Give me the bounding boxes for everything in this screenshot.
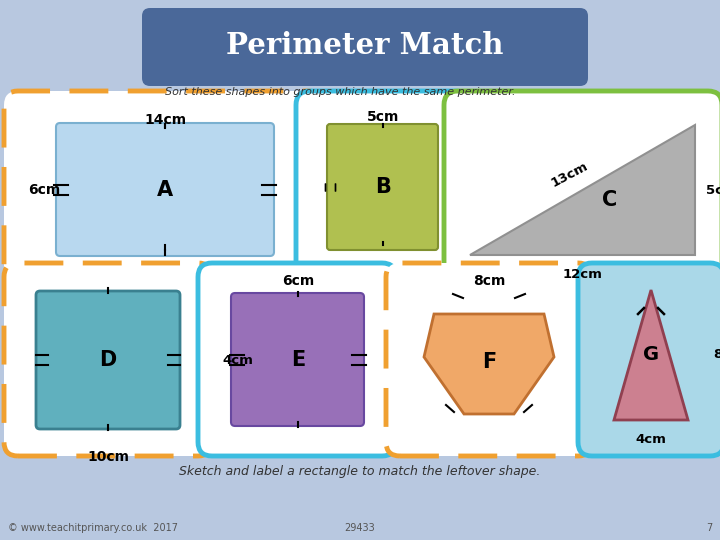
Polygon shape [424, 314, 554, 414]
Text: Perimeter Match: Perimeter Match [226, 31, 504, 60]
FancyBboxPatch shape [327, 124, 438, 250]
Text: E: E [291, 350, 305, 370]
Text: 6cm: 6cm [282, 274, 314, 288]
FancyBboxPatch shape [578, 263, 720, 456]
FancyBboxPatch shape [386, 263, 592, 456]
Text: 29433: 29433 [345, 523, 375, 533]
Text: G: G [643, 346, 659, 365]
FancyBboxPatch shape [142, 8, 588, 86]
Text: 13cm: 13cm [549, 160, 590, 190]
Text: C: C [603, 190, 618, 210]
FancyBboxPatch shape [231, 293, 364, 426]
Text: 4cm: 4cm [636, 433, 667, 446]
Text: B: B [375, 177, 391, 197]
Text: 6cm: 6cm [28, 183, 60, 197]
Polygon shape [470, 125, 695, 255]
Text: 5cm: 5cm [706, 184, 720, 197]
FancyBboxPatch shape [198, 263, 396, 456]
Text: Sort these shapes into groups which have the same perimeter.: Sort these shapes into groups which have… [165, 87, 516, 97]
Text: 8cm: 8cm [473, 274, 505, 288]
Polygon shape [614, 290, 688, 420]
FancyBboxPatch shape [36, 291, 180, 429]
Text: 10cm: 10cm [87, 450, 129, 464]
Text: 7: 7 [706, 523, 712, 533]
Text: 5cm: 5cm [366, 110, 399, 124]
Text: F: F [482, 352, 496, 372]
Text: 12cm: 12cm [563, 268, 603, 281]
FancyBboxPatch shape [4, 263, 212, 456]
FancyBboxPatch shape [444, 91, 720, 279]
FancyBboxPatch shape [296, 91, 469, 279]
Text: 8cm: 8cm [713, 348, 720, 361]
Text: 14cm: 14cm [144, 113, 186, 127]
Text: 4cm: 4cm [222, 354, 253, 367]
Text: A: A [157, 180, 173, 200]
FancyBboxPatch shape [56, 123, 274, 256]
Text: © www.teachitprimary.co.uk  2017: © www.teachitprimary.co.uk 2017 [8, 523, 178, 533]
Text: D: D [99, 350, 117, 370]
Text: Sketch and label a rectangle to match the leftover shape.: Sketch and label a rectangle to match th… [179, 465, 541, 478]
FancyBboxPatch shape [4, 91, 322, 284]
